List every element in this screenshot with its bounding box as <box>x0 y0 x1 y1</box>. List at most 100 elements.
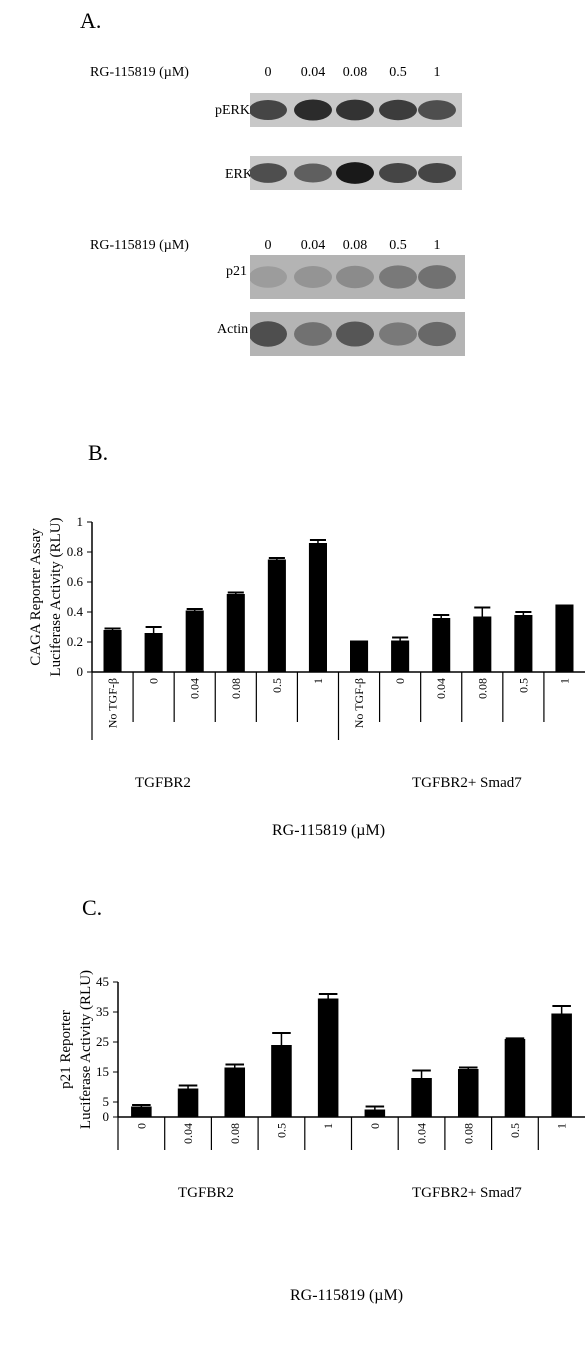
category-label: No TGF-β <box>352 678 366 728</box>
bar <box>317 998 339 1117</box>
y-tick-label: 1 <box>77 514 84 529</box>
category-label: 0.08 <box>228 1123 242 1144</box>
concentration-row-bottom: 0 0.04 0.08 0.5 1 <box>0 238 585 258</box>
drug-label-bottom: RG-115819 (µM) <box>90 238 189 253</box>
blot-band <box>418 100 456 120</box>
concentration-label: 0.5 <box>389 65 407 80</box>
panel-c-letter: C. <box>82 895 103 920</box>
blot-band <box>418 265 456 289</box>
group-label-tgfbr2-b: TGFBR2 <box>135 775 191 791</box>
bar <box>308 543 327 672</box>
concentration-label: 0 <box>264 65 272 80</box>
blot-band <box>336 162 374 184</box>
bar <box>224 1067 246 1117</box>
blot-band <box>336 321 374 347</box>
bar <box>364 1109 386 1117</box>
bar <box>144 633 163 672</box>
y-tick-label: 5 <box>103 1094 110 1109</box>
y-tick-label: 0.2 <box>67 634 83 649</box>
bar <box>271 1045 292 1117</box>
y-tick-label: 0.8 <box>67 544 83 559</box>
y-tick-label: 45 <box>96 974 109 989</box>
bar <box>432 618 451 672</box>
concentration-row-top: 0 0.04 0.08 0.5 1 <box>0 65 585 85</box>
panel-b-letter: B. <box>88 440 109 465</box>
blot-band <box>418 321 456 347</box>
category-label: No TGF-β <box>106 678 120 728</box>
category-label: 0.08 <box>461 1123 475 1144</box>
category-label: 1 <box>557 678 571 684</box>
blot-label-actin: Actin <box>217 322 249 337</box>
blot-band <box>336 99 374 121</box>
concentration-label: 0.04 <box>300 65 326 80</box>
bar <box>226 594 245 672</box>
y-tick-label: 35 <box>96 1004 109 1019</box>
blot-band <box>418 162 456 184</box>
blot-band <box>250 99 287 121</box>
blot-band <box>294 163 332 183</box>
concentration-label: 1 <box>433 65 441 80</box>
bar <box>350 640 369 672</box>
concentration-label: 0.08 <box>342 238 368 253</box>
group-label-tgfbr2-c: TGFBR2 <box>178 1185 234 1201</box>
concentration-label: 0.08 <box>342 65 368 80</box>
chart-caga-reporter: 0 0.2 0.4 0.6 0.8 1 CAGA Reporter Assay Lucifer… <box>28 514 585 740</box>
blot-band <box>294 99 332 121</box>
bar <box>411 1078 432 1117</box>
bar <box>391 640 410 672</box>
blot-band <box>250 321 287 347</box>
category-label: 1 <box>311 678 325 684</box>
y-tick-label: 25 <box>96 1034 109 1049</box>
blot-actin <box>250 312 465 356</box>
concentration-label: 1 <box>433 238 441 253</box>
category-label: 0.04 <box>188 678 202 699</box>
x-axis-title-b: RG-115819 (µM) <box>272 822 386 839</box>
category-label: 0.5 <box>270 678 284 693</box>
blot-label-perk: pERK <box>215 103 250 118</box>
blot-band <box>294 266 332 288</box>
blot-erk <box>250 156 462 190</box>
x-axis-title-c: RG-115819 (µM) <box>290 1287 404 1304</box>
category-label: 0 <box>147 678 161 684</box>
category-label: 0.5 <box>274 1123 288 1138</box>
bar <box>457 1069 479 1117</box>
blot-band <box>250 163 287 183</box>
bar <box>514 615 533 672</box>
blot-band <box>379 265 417 289</box>
category-label: 0 <box>134 1123 148 1129</box>
bar <box>131 1106 152 1117</box>
category-label: 0.5 <box>508 1123 522 1138</box>
y-axis-title-line1: p21 Reporter <box>58 1010 74 1089</box>
blot-band <box>379 99 417 121</box>
y-tick-label: 15 <box>96 1064 109 1079</box>
y-tick-label: 0.6 <box>67 574 84 589</box>
blot-band <box>379 162 417 184</box>
category-label: 0 <box>393 678 407 684</box>
blot-p21 <box>250 255 465 299</box>
category-label: 0.5 <box>516 678 530 693</box>
panel-a-letter: A. <box>80 8 102 33</box>
category-label: 1 <box>555 1123 569 1129</box>
bar <box>103 630 122 672</box>
bar <box>185 610 204 672</box>
bar <box>473 616 492 672</box>
y-tick-label: 0 <box>77 664 84 679</box>
concentration-label: 0.04 <box>300 238 326 253</box>
blot-band <box>336 265 374 289</box>
group-label-tgfbr2-smad7-b: TGFBR2+ Smad7 <box>412 775 522 791</box>
bar <box>551 1013 572 1117</box>
bar <box>504 1039 526 1117</box>
blot-label-erk: ERK <box>225 167 253 182</box>
category-label: 0.04 <box>434 678 448 699</box>
y-tick-label: 0 <box>103 1109 110 1124</box>
y-axis-title-line2: Luciferase Activity (RLU) <box>78 970 94 1129</box>
category-label: 0.04 <box>181 1123 195 1144</box>
blot-perk <box>250 93 462 127</box>
group-label-tgfbr2-smad7-c: TGFBR2+ Smad7 <box>412 1185 522 1201</box>
blot-band <box>294 322 332 346</box>
bar <box>267 559 286 672</box>
blot-band <box>379 322 417 346</box>
category-label: 0 <box>368 1123 382 1129</box>
bar <box>177 1088 199 1117</box>
